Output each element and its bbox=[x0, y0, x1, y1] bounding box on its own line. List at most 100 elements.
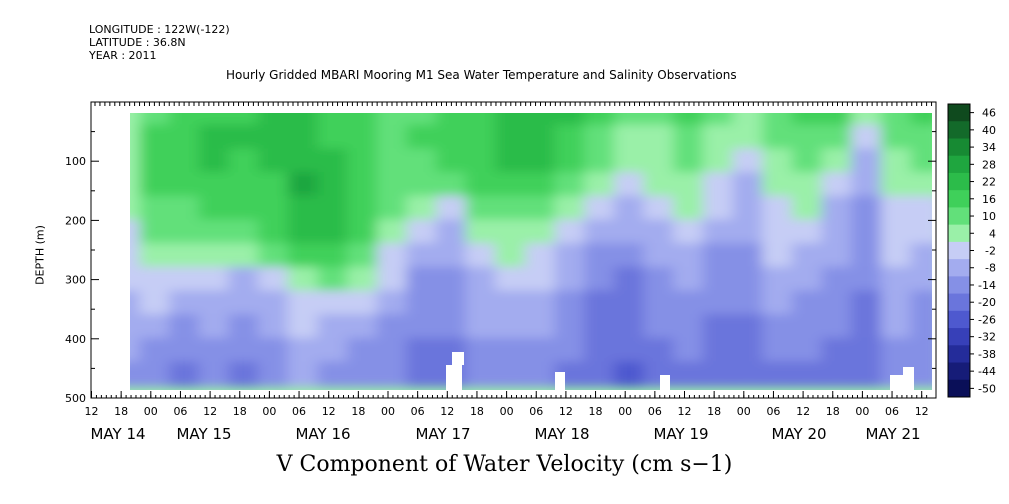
heatmap-cell bbox=[258, 113, 290, 127]
heatmap-cell bbox=[228, 172, 261, 198]
heatmap-cell bbox=[910, 243, 932, 269]
heatmap-cell bbox=[584, 172, 616, 198]
heatmap-cell bbox=[406, 337, 438, 364]
heatmap-cell bbox=[791, 337, 824, 364]
x-hour-label: 18 bbox=[233, 405, 247, 418]
heatmap-cell bbox=[910, 124, 932, 151]
heatmap-cell bbox=[465, 113, 498, 127]
heatmap-cell bbox=[524, 172, 557, 198]
x-day-label: MAY 14 bbox=[90, 425, 145, 443]
heatmap-cell bbox=[465, 266, 498, 293]
heatmap-cell bbox=[347, 290, 379, 317]
heatmap-cell bbox=[347, 266, 379, 293]
heatmap-cell bbox=[732, 219, 765, 246]
heatmap-cell bbox=[554, 266, 587, 293]
heatmap-cell bbox=[880, 195, 913, 222]
heatmap-cell bbox=[130, 113, 142, 127]
heatmap-cell bbox=[554, 195, 587, 222]
heatmap-cell bbox=[376, 266, 409, 293]
heatmap-cell bbox=[643, 219, 676, 246]
heatmap-cell bbox=[198, 124, 231, 151]
missing-data-gap bbox=[890, 375, 914, 390]
heatmap-cell bbox=[880, 337, 913, 364]
heatmap-cell bbox=[287, 195, 320, 222]
x-hour-label: 06 bbox=[529, 405, 543, 418]
heatmap-cell bbox=[317, 243, 350, 269]
heatmap-cell bbox=[791, 113, 824, 127]
heatmap-cell bbox=[376, 243, 409, 269]
heatmap-cell bbox=[139, 361, 172, 388]
x-axis-label: V Component of Water Velocity (cm s−1) bbox=[276, 452, 733, 477]
x-hour-label: 00 bbox=[500, 405, 514, 418]
heatmap-cell bbox=[791, 361, 824, 388]
heatmap-cell bbox=[406, 290, 438, 317]
heatmap-cell bbox=[702, 148, 735, 175]
heatmap-cell bbox=[673, 195, 705, 222]
colorbar-swatch bbox=[948, 172, 970, 191]
heatmap-cell bbox=[169, 219, 201, 246]
heatmap-cell bbox=[287, 314, 320, 340]
heatmap-cell bbox=[524, 361, 557, 388]
heatmap-cell bbox=[258, 361, 290, 388]
heatmap-cell bbox=[732, 124, 765, 151]
heatmap-cell bbox=[762, 243, 794, 269]
heatmap-cell bbox=[613, 172, 646, 198]
heatmap-cell bbox=[524, 243, 557, 269]
heatmap-cell bbox=[258, 172, 290, 198]
heatmap-cell bbox=[851, 219, 883, 246]
heatmap-cell bbox=[732, 172, 765, 198]
x-day-label: MAY 21 bbox=[865, 425, 920, 443]
heatmap-cell bbox=[732, 266, 765, 293]
colorbar-label: -2 bbox=[985, 245, 996, 258]
x-hour-label: 18 bbox=[707, 405, 721, 418]
y-axis-label: DEPTH (m) bbox=[33, 225, 47, 285]
x-hour-label: 12 bbox=[678, 405, 692, 418]
heatmap-cell bbox=[732, 195, 765, 222]
heatmap-cell bbox=[406, 314, 438, 340]
heatmap-cell bbox=[643, 314, 676, 340]
heatmap-cell bbox=[554, 314, 587, 340]
heatmap-cell bbox=[169, 172, 201, 198]
colorbar-label: 34 bbox=[982, 141, 996, 154]
heatmap-cell bbox=[791, 243, 824, 269]
missing-data-gap bbox=[446, 365, 462, 390]
heatmap-cell bbox=[228, 314, 261, 340]
colorbar-swatch bbox=[948, 241, 970, 260]
heatmap-cell bbox=[643, 172, 676, 198]
heatmap-cell bbox=[376, 148, 409, 175]
header-latitude: LATITUDE : 36.8N bbox=[89, 36, 186, 49]
heatmap-cell bbox=[643, 113, 676, 127]
heatmap-cell bbox=[613, 290, 646, 317]
heatmap-cell bbox=[130, 243, 142, 269]
y-tick-label: 200 bbox=[65, 214, 86, 227]
missing-data-gap bbox=[555, 372, 565, 390]
heatmap-cell bbox=[198, 219, 231, 246]
x-hour-label: 06 bbox=[885, 405, 899, 418]
heatmap-cell bbox=[762, 172, 794, 198]
heatmap-cell bbox=[554, 219, 587, 246]
heatmap-cell bbox=[495, 337, 527, 364]
heatmap-cell bbox=[406, 124, 438, 151]
colorbar-swatch bbox=[948, 259, 970, 277]
heatmap-cell bbox=[673, 172, 705, 198]
chart-title: Hourly Gridded MBARI Mooring M1 Sea Wate… bbox=[226, 68, 737, 82]
heatmap-cell bbox=[821, 290, 854, 317]
heatmap-cell bbox=[376, 314, 409, 340]
heatmap-cell bbox=[702, 219, 735, 246]
heatmap-cell bbox=[228, 148, 261, 175]
heatmap-cell bbox=[584, 361, 616, 388]
heatmap-cell bbox=[347, 113, 379, 127]
colorbar-label: -26 bbox=[978, 313, 996, 326]
heatmap-cell bbox=[130, 195, 142, 222]
heatmap-cell bbox=[821, 243, 854, 269]
heatmap-cell bbox=[613, 314, 646, 340]
heatmap-cell bbox=[287, 219, 320, 246]
heatmap-cell bbox=[317, 124, 350, 151]
heatmap-cell bbox=[732, 113, 765, 127]
heatmap-cell bbox=[613, 243, 646, 269]
heatmap-cell bbox=[258, 219, 290, 246]
heatmap-cell bbox=[554, 172, 587, 198]
colorbar-label: -32 bbox=[978, 331, 996, 344]
heatmap-cell bbox=[762, 148, 794, 175]
heatmap-cell bbox=[169, 266, 201, 293]
